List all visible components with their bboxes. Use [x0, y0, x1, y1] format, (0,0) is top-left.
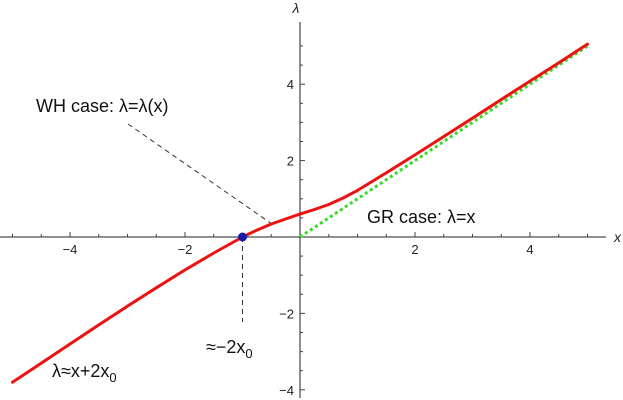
asymptote-subscript: 0 [109, 370, 116, 385]
y-tick-label: −4 [279, 383, 294, 398]
ticks: −4 −2 2 4 −4 −2 2 4 [12, 45, 588, 398]
gr-case-label: GR case: λ=x [367, 207, 476, 227]
x-axis-label: x [613, 229, 622, 245]
y-axis-label: λ [292, 0, 300, 16]
wh-case-curve [11, 42, 589, 384]
y-tick-label: −2 [279, 306, 294, 321]
neg2x0-main: ≈−2x [206, 337, 245, 357]
wh-leader-line [127, 123, 275, 226]
neg2x0-subscript: 0 [245, 346, 252, 361]
asymptote-main: λ≈x+2x [52, 361, 109, 381]
x-tick-label: 2 [411, 242, 418, 257]
guides [127, 123, 275, 322]
x-tick-label: −4 [63, 242, 78, 257]
y-tick-label: 2 [287, 154, 294, 169]
series [11, 42, 589, 384]
intersection-point [238, 232, 247, 242]
x-tick-label: 4 [526, 242, 533, 257]
axes [0, 22, 606, 398]
x-tick-label: −2 [178, 242, 193, 257]
y-tick-label: 4 [287, 77, 294, 92]
neg2x0-label: ≈−2x0 [206, 337, 253, 361]
wh-case-label: WH case: λ=λ(x) [36, 96, 169, 116]
asymptote-label: λ≈x+2x0 [52, 361, 117, 385]
